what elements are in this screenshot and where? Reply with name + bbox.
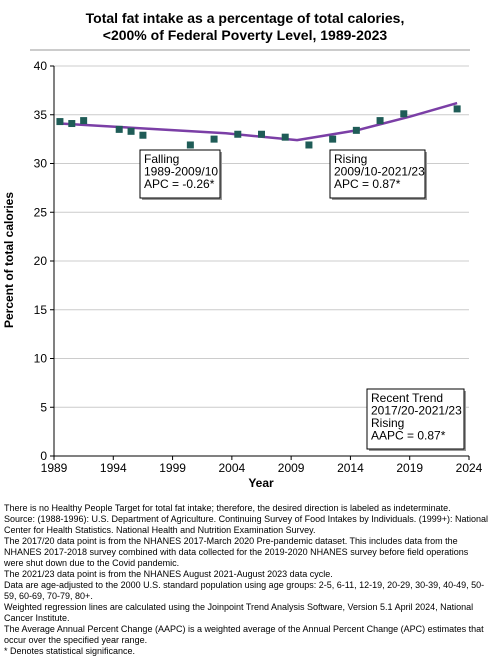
x-tick-label: 2004 [219, 461, 246, 475]
footnote-2017-20: The 2017/20 data point is from the NHANE… [4, 536, 469, 568]
data-point [127, 127, 135, 135]
tick-labels: 0 5 10 15 20 25 30 35 40 1989 1994 1999 2004 2009 2014… [34, 59, 483, 475]
y-tick-label: 5 [40, 400, 47, 414]
footnote-significance: * Denotes statistical significance. [4, 646, 136, 656]
annotation-text: AAPC = 0.87* [371, 429, 446, 443]
data-points [56, 105, 461, 149]
y-tick-label: 40 [34, 59, 48, 73]
data-point [453, 105, 461, 113]
y-tick-label: 10 [34, 352, 48, 366]
x-tick-label: 2009 [278, 461, 305, 475]
data-point [305, 141, 313, 149]
data-point [352, 126, 360, 134]
y-tick-label: 35 [34, 108, 48, 122]
annotation-text: Falling [144, 152, 179, 166]
footnote-2021-23: The 2021/23 data point is from the NHANE… [4, 569, 333, 579]
data-point [186, 141, 194, 149]
x-axis-label: Year [248, 476, 274, 490]
axes [50, 65, 470, 460]
annotation-box [139, 149, 221, 199]
annotation-text: APC = 0.87* [334, 177, 401, 191]
x-tick-label: 2019 [396, 461, 423, 475]
chart: Total fat intake as a percentage of tota… [2, 10, 483, 490]
data-point [376, 117, 384, 125]
grid [54, 65, 469, 408]
data-point [68, 120, 76, 128]
data-point [56, 118, 64, 126]
trend-lines [59, 101, 458, 142]
footnote-target: There is no Healthy People Target for to… [4, 503, 451, 513]
data-point [210, 135, 218, 143]
data-point [281, 133, 289, 141]
annotation-text: Rising [371, 416, 404, 430]
annotation-text: Rising [334, 152, 367, 166]
y-tick-label: 20 [34, 254, 48, 268]
annotation-text: 1989-2009/10 [144, 165, 218, 179]
data-point [80, 117, 88, 125]
data-point [139, 131, 147, 139]
data-point [258, 130, 265, 138]
annotation-box [329, 149, 426, 199]
x-tick-label: 1989 [41, 461, 68, 475]
x-tick-label: 1999 [159, 461, 186, 475]
y-axis-label: Percent of total calories [2, 192, 16, 328]
chart-title-line-2: <200% of Federal Poverty Level, 1989-202… [103, 27, 388, 43]
annotation-box [366, 388, 465, 450]
footnote-age-adjusted: Data are age-adjusted to the 2000 U.S. s… [4, 580, 485, 601]
data-point [115, 125, 123, 133]
y-tick-label: 30 [34, 157, 48, 171]
trend-line [59, 101, 458, 142]
y-tick-label: 15 [34, 303, 48, 317]
annotation-text: APC = -0.26* [144, 177, 215, 191]
annotation-text: Recent Trend [371, 391, 443, 405]
footnote-regression: Weighted regression lines are calculated… [4, 602, 474, 623]
chart-title-line-1: Total fat intake as a percentage of tota… [86, 10, 405, 26]
footnotes: There is no Healthy People Target for to… [4, 503, 488, 657]
data-point [400, 110, 408, 118]
data-point [234, 130, 242, 138]
footnote-source: Source: (1988-1996): U.S. Department of … [4, 514, 489, 535]
x-tick-label: 1994 [100, 461, 127, 475]
y-tick-label: 0 [40, 449, 47, 463]
x-tick-label: 2024 [456, 461, 483, 475]
annotation-text: 2017/20-2021/23 [371, 404, 462, 418]
annotation-text: 2009/10-2021/23 [334, 165, 425, 179]
data-point [329, 135, 337, 143]
footnote-aapc: The Average Annual Percent Change (AAPC)… [4, 624, 484, 645]
x-tick-label: 2014 [337, 461, 364, 475]
y-tick-label: 25 [34, 205, 48, 219]
